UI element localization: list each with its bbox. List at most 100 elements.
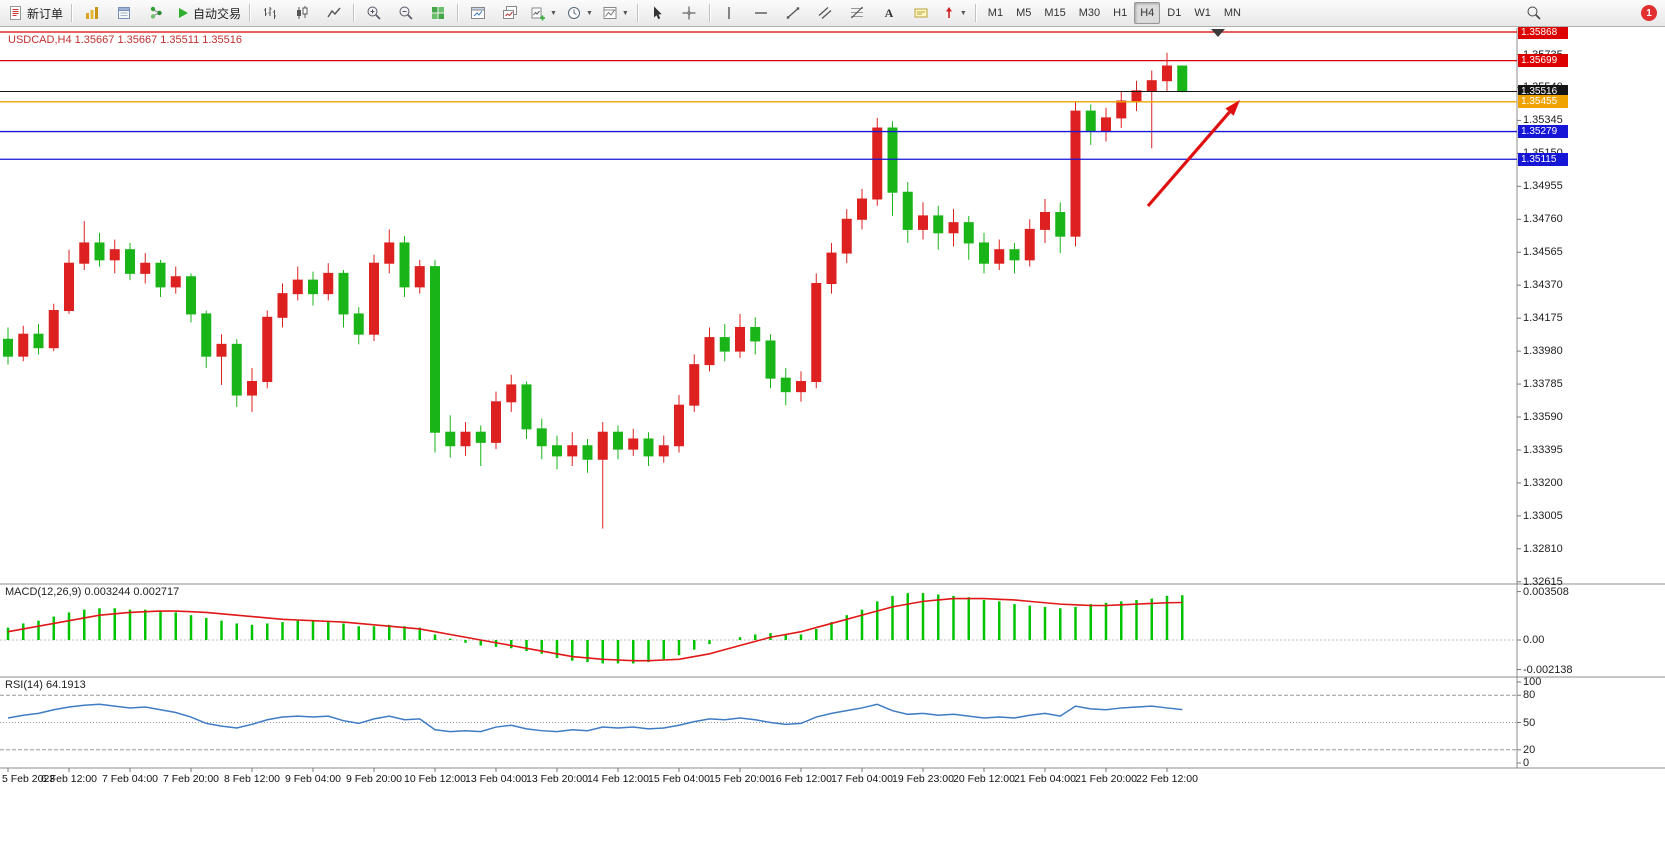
candle-body (353, 313, 364, 335)
template-icon (602, 5, 618, 21)
autotrading-button[interactable]: 自动交易 (172, 1, 245, 25)
timeframe-m1[interactable]: M1 (987, 7, 1004, 19)
candle-body (491, 401, 501, 443)
candle-body (475, 431, 486, 443)
time-axis-label: 19 Feb 23:00 (892, 773, 954, 785)
candle-body (689, 364, 700, 406)
candle-body (994, 249, 1005, 264)
chart-shift-marker[interactable] (1211, 29, 1225, 37)
candle-body (430, 266, 440, 433)
candle-body (155, 262, 166, 288)
candle-body (125, 249, 135, 274)
cursor-icon (649, 5, 665, 21)
new-chart-button[interactable]: ▼ (526, 1, 561, 25)
search-button[interactable] (1518, 1, 1549, 25)
market-watch-button[interactable] (76, 1, 107, 25)
price-level-badge: 1.35699 (1518, 54, 1568, 68)
candle-body (414, 266, 425, 288)
timeframe-h1[interactable]: H1 (1113, 7, 1128, 19)
candle-body (918, 215, 928, 230)
toolbar-separator (457, 4, 459, 22)
new-order-button[interactable]: 新订单 (4, 1, 67, 25)
candle-body (79, 242, 90, 264)
template-button[interactable]: ▼ (598, 1, 633, 25)
candle-body (1146, 80, 1157, 92)
timeframe-m30[interactable]: M30 (1078, 7, 1101, 19)
data-window-button[interactable] (108, 1, 139, 25)
chevron-down-icon: ▼ (621, 9, 629, 17)
candle-body (628, 438, 639, 450)
candles-chart-icon (294, 5, 310, 21)
navigator-button[interactable] (140, 1, 171, 25)
candle-body (750, 326, 761, 342)
vertical-line-icon (722, 5, 736, 21)
price-level-badge: 1.35455 (1518, 95, 1568, 109)
candle-body (658, 445, 669, 457)
arrows-button[interactable]: ▼ (938, 1, 971, 25)
bars-chart-button[interactable] (254, 1, 285, 25)
price-axis-label: 1.33005 (1523, 509, 1563, 522)
text-label-button[interactable] (906, 1, 937, 25)
fibonacci-button[interactable] (842, 1, 873, 25)
candle-body (170, 276, 181, 288)
candle-body (704, 337, 715, 366)
toolbar-separator (249, 4, 251, 22)
time-axis-label: 9 Feb 04:00 (284, 773, 342, 785)
cascade-windows-button[interactable] (494, 1, 525, 25)
time-axis-label: 22 Feb 12:00 (1136, 773, 1198, 785)
time-axis-label: 7 Feb 20:00 (162, 773, 220, 785)
candle-body (460, 431, 471, 447)
chevron-down-icon: ▼ (959, 9, 967, 17)
crosshair-icon (681, 5, 697, 21)
zoom-in-button[interactable] (358, 1, 389, 25)
timeframe-m5[interactable]: M5 (1016, 7, 1032, 19)
chevron-down-icon: ▼ (550, 9, 557, 17)
candle-body (963, 222, 974, 244)
time-axis-label: 13 Feb 20:00 (526, 773, 588, 785)
trend-arrow[interactable] (1146, 111, 1231, 208)
line-chart-button[interactable] (318, 1, 349, 25)
price-level-badge: 1.35516 (1518, 85, 1568, 99)
trend-arrow-head[interactable] (1225, 100, 1240, 116)
new-chart-icon (530, 5, 546, 21)
candle-body (369, 262, 379, 335)
time-axis-label: 7 Feb 04:00 (101, 773, 159, 785)
timeframe-w1[interactable]: W1 (1194, 7, 1211, 19)
vertical-line-button[interactable] (714, 1, 745, 25)
candle-body (674, 404, 684, 447)
price-axis-label: 1.32810 (1523, 542, 1563, 555)
candle-body (1024, 228, 1035, 261)
price-level-badge: 1.35279 (1518, 125, 1568, 139)
candle-body (1131, 90, 1142, 102)
zoom-out-button[interactable] (390, 1, 421, 25)
timeframe-h4[interactable]: H4 (1134, 2, 1161, 24)
crosshair-button[interactable] (674, 1, 705, 25)
text-icon: A (882, 5, 896, 21)
time-axis-label: 15 Feb 20:00 (709, 773, 771, 785)
tile-windows-button[interactable] (422, 1, 453, 25)
trendline-icon (785, 5, 801, 21)
arrange-windows-button[interactable] (462, 1, 493, 25)
data-window-icon (116, 5, 132, 21)
candle-body (33, 333, 44, 349)
candles-chart-button[interactable] (286, 1, 317, 25)
period-button[interactable]: ▼ (562, 1, 597, 25)
timeframe-d1[interactable]: D1 (1167, 7, 1182, 19)
text-button[interactable]: A (874, 1, 905, 25)
candle-body (597, 431, 608, 460)
timeframe-mn[interactable]: MN (1223, 7, 1241, 19)
time-axis-label: 14 Feb 12:00 (587, 773, 649, 785)
candle-body (613, 431, 623, 450)
arrange-windows-icon (470, 5, 486, 21)
timeframe-m15[interactable]: M15 (1044, 7, 1066, 19)
notification-badge[interactable]: 1 (1641, 5, 1657, 21)
horizontal-line-button[interactable] (746, 1, 777, 25)
cascade-windows-icon (502, 5, 518, 21)
fibonacci-icon (849, 5, 865, 21)
price-axis-label: 1.33785 (1523, 378, 1563, 391)
cursor-button[interactable] (642, 1, 673, 25)
trendline-button[interactable] (778, 1, 809, 25)
channel-button[interactable] (810, 1, 841, 25)
autotrading-icon (176, 6, 190, 20)
